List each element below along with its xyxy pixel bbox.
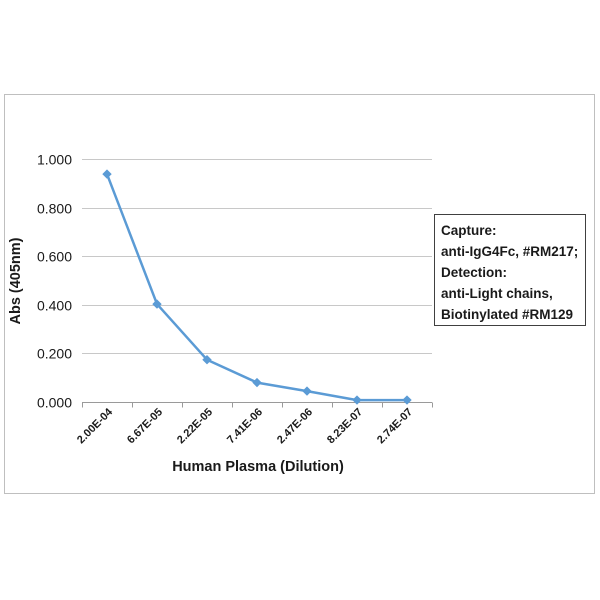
legend-line-capture-heading: Capture: [441, 223, 497, 238]
data-point-marker [102, 169, 112, 179]
axis-labels: Human Plasma (Dilution) Abs (405nm) [8, 237, 344, 475]
gridlines [82, 159, 432, 354]
data-series [102, 169, 412, 405]
data-point-marker [302, 386, 312, 396]
legend: Capture: anti-IgG4Fc, #RM217; Detection:… [434, 214, 586, 326]
legend-line-capture-antibody: anti-IgG4Fc, #RM217; [441, 244, 579, 259]
data-point-marker [202, 355, 212, 365]
legend-line-detection-heading: Detection: [441, 265, 508, 280]
y-tick-label: 0.000 [37, 395, 72, 411]
y-axis-title: Abs (405nm) [8, 237, 24, 324]
data-point-marker [402, 395, 412, 405]
data-point-marker [252, 377, 262, 388]
data-point-marker [352, 395, 362, 405]
data-point-marker [152, 299, 162, 309]
y-tick-label: 1.000 [37, 152, 72, 168]
y-tick-label: 0.400 [37, 298, 72, 314]
x-axis-title: Human Plasma (Dilution) [172, 459, 344, 475]
legend-line-detection-antibody: anti-Light chains, [441, 286, 553, 301]
y-tick-label: 0.200 [37, 346, 72, 362]
y-tick-label: 0.600 [37, 249, 72, 265]
legend-line-detection-label: Biotinylated #RM129 [441, 307, 574, 322]
y-tick-label: 0.800 [37, 201, 72, 217]
